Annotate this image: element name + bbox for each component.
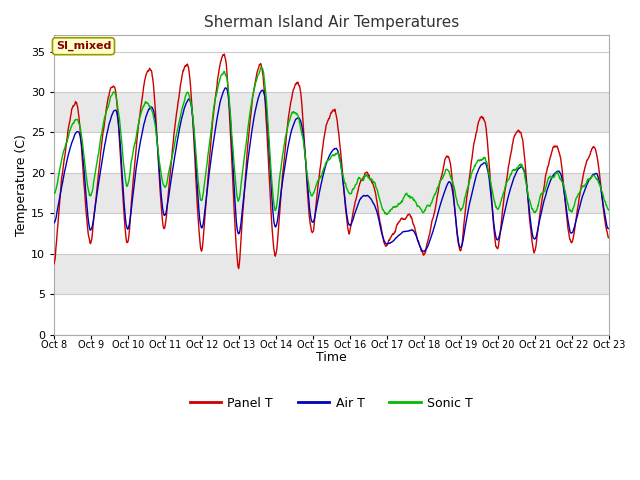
Text: SI_mixed: SI_mixed bbox=[56, 41, 111, 51]
Bar bbox=[54, 92, 609, 132]
Bar bbox=[54, 51, 609, 92]
Bar bbox=[54, 213, 609, 253]
Bar bbox=[54, 253, 609, 294]
Bar bbox=[54, 132, 609, 173]
Y-axis label: Temperature (C): Temperature (C) bbox=[15, 134, 28, 236]
Bar bbox=[54, 294, 609, 335]
Title: Sherman Island Air Temperatures: Sherman Island Air Temperatures bbox=[204, 15, 459, 30]
Legend: Panel T, Air T, Sonic T: Panel T, Air T, Sonic T bbox=[185, 392, 477, 415]
X-axis label: Time: Time bbox=[316, 351, 347, 364]
Bar bbox=[54, 173, 609, 213]
